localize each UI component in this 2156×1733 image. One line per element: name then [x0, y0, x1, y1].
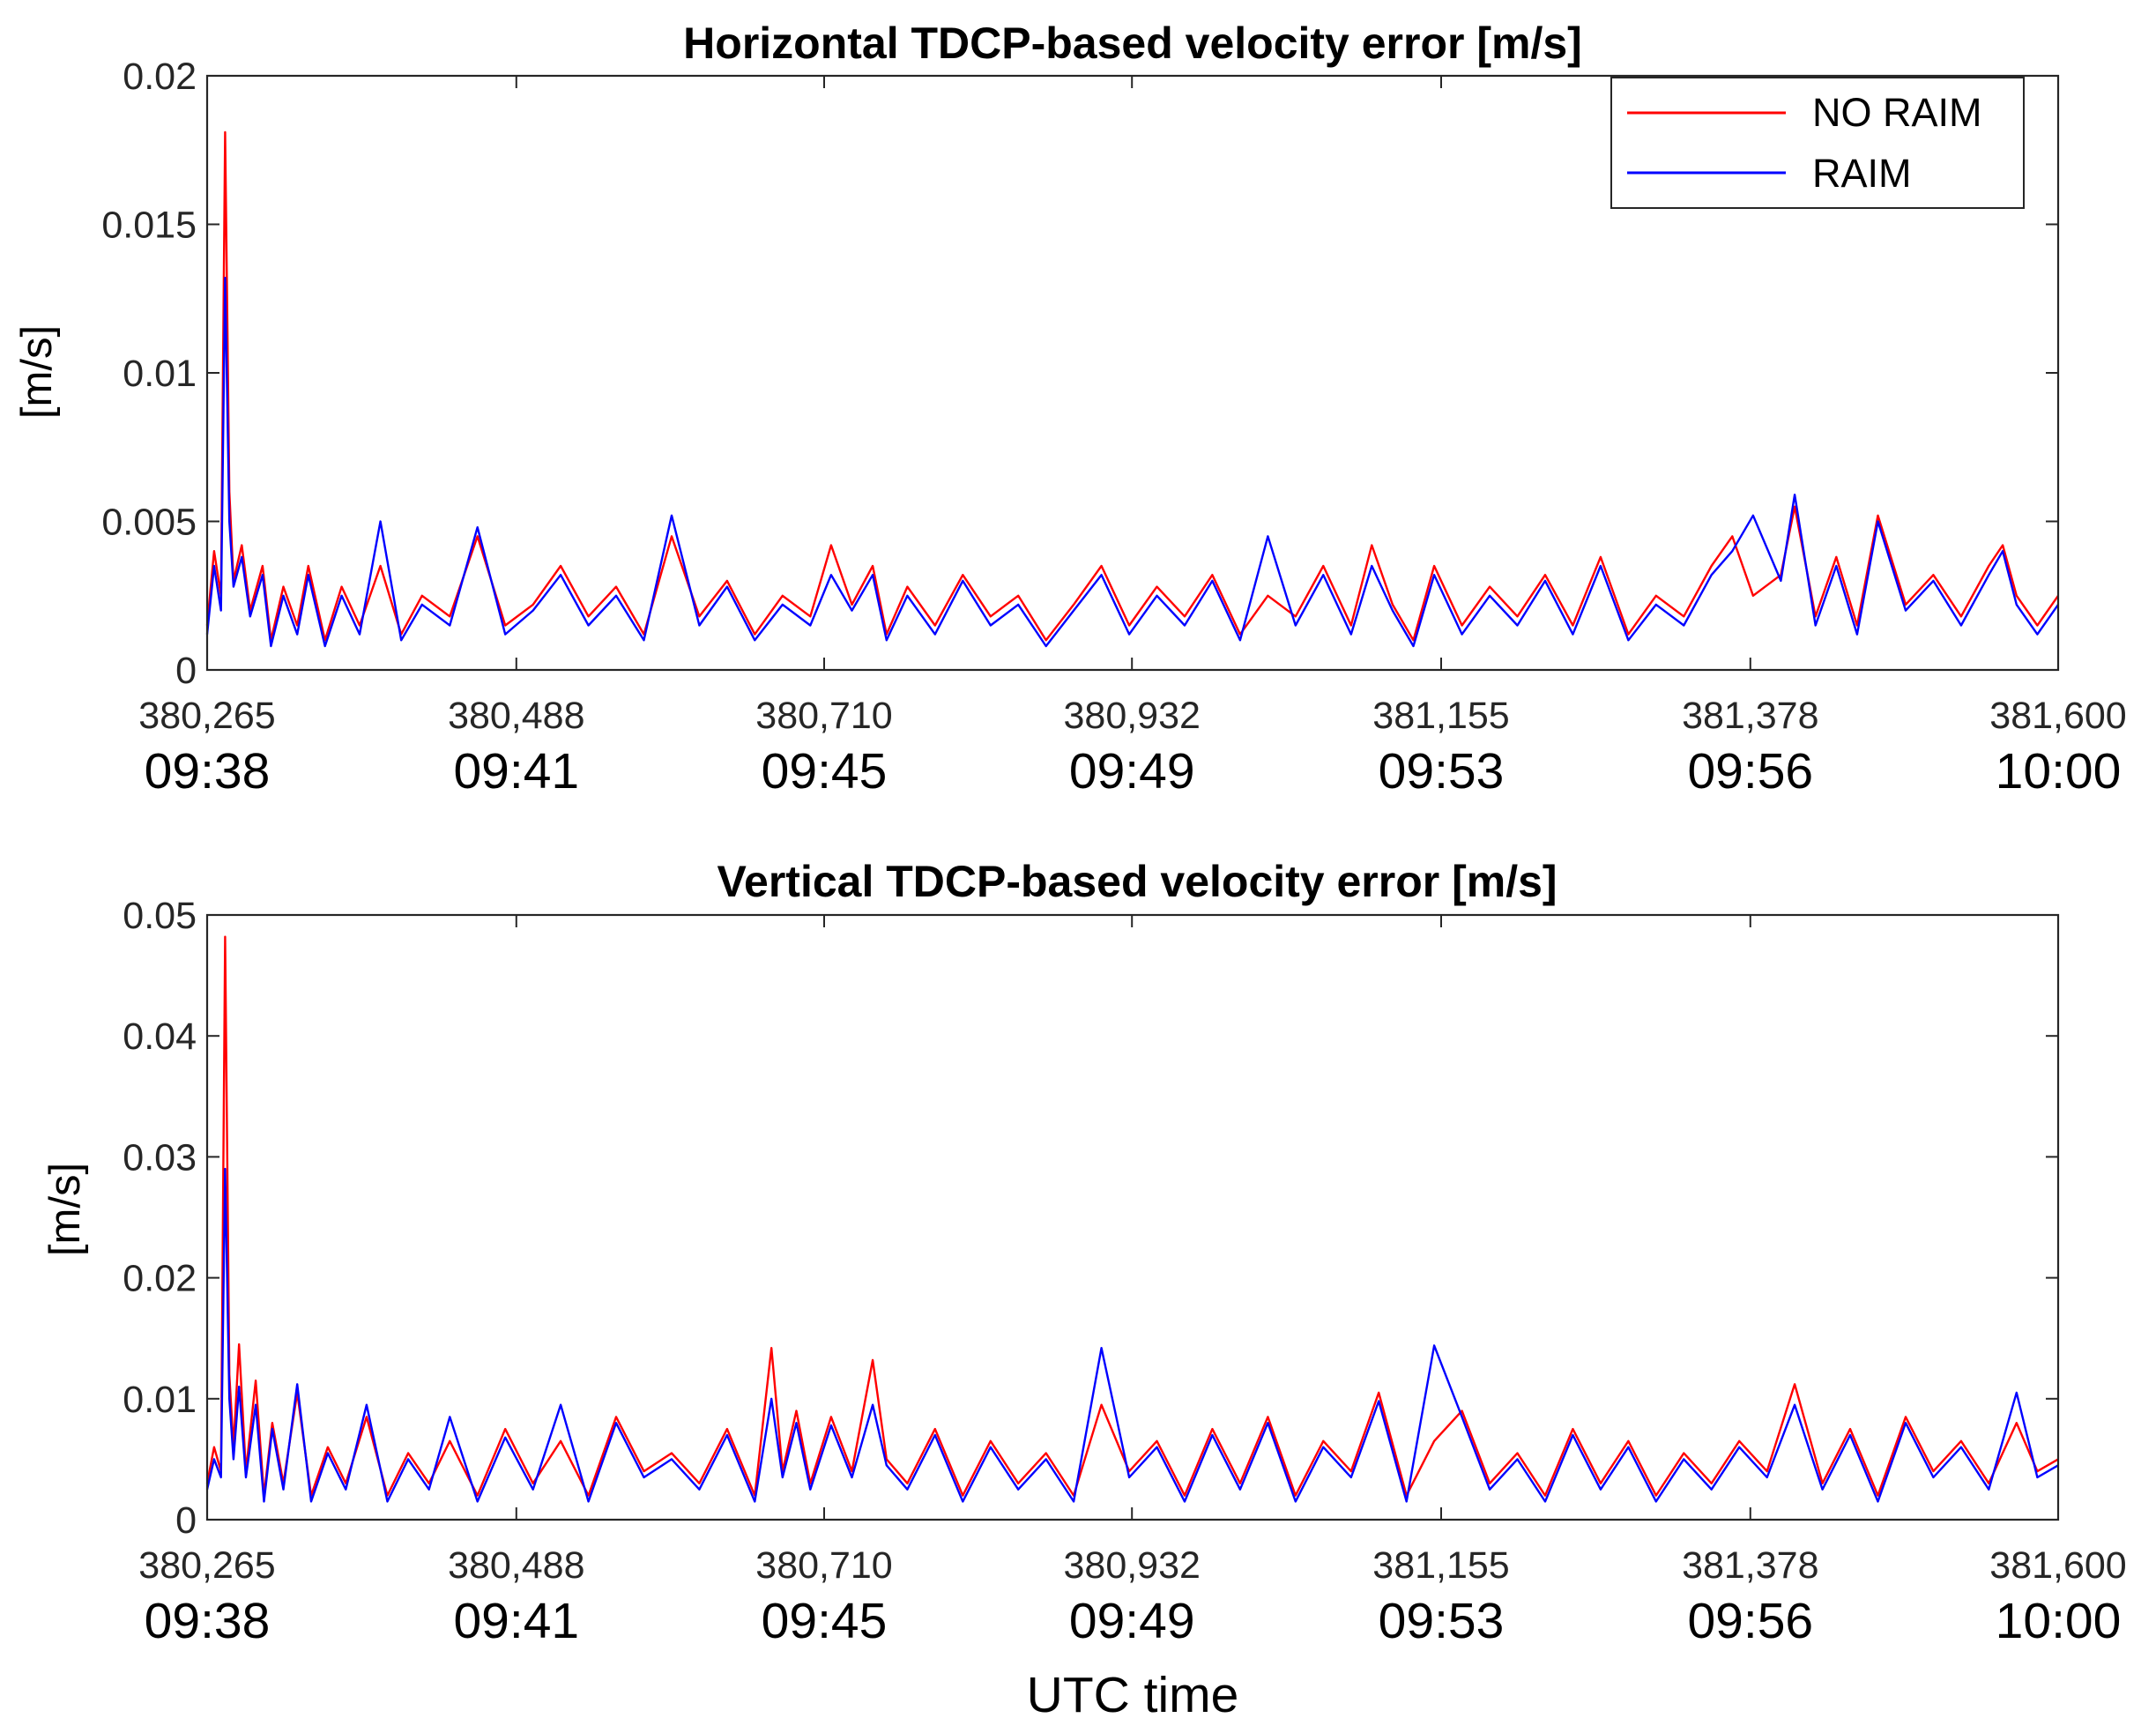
vertical-x-tick-utc-label: 10:00	[1996, 1593, 2122, 1649]
horizontal-x-tick-gps-label: 381,600	[1989, 695, 2126, 737]
legend-box	[1610, 77, 2025, 209]
horizontal-y-tick-label: 0.01	[123, 353, 197, 395]
vertical-series-no-raim	[205, 935, 2059, 1497]
vertical-y-tick-label: 0.05	[123, 895, 197, 937]
legend-raim-label: RAIM	[1812, 151, 1912, 196]
horizontal-y-ticks: 0 0.005 0.01 0.015 0.02	[101, 56, 2058, 692]
vertical-x-ticks: 380,265 09:38 380,488 09:41 380,710 09:45 380,…	[138, 915, 2127, 1649]
horizontal-x-tick-utc-label: 09:41	[453, 743, 579, 800]
vertical-x-tick-utc-label: 09:53	[1379, 1593, 1505, 1649]
vertical-y-tick-label: 0	[175, 1499, 197, 1542]
vertical-series-raim	[205, 1167, 2059, 1503]
horizontal-y-axis-label: [m/s]	[13, 325, 61, 419]
vertical-x-tick-gps-label: 381,378	[1682, 1544, 1818, 1587]
vertical-y-tick-label: 0.03	[123, 1136, 197, 1179]
x-axis-label: UTC time	[1027, 1667, 1239, 1723]
vertical-y-axis-label: [m/s]	[41, 1163, 89, 1256]
horizontal-x-tick-gps-label: 380,710	[755, 695, 892, 737]
vertical-y-tick-label: 0.04	[123, 1015, 197, 1058]
horizontal-y-tick-label: 0	[175, 650, 197, 692]
horizontal-x-ticks: 380,265 09:38 380,488 09:41 380,710 09:45 380,…	[138, 76, 2127, 800]
horizontal-x-tick-gps-label: 381,378	[1682, 695, 1818, 737]
vertical-axes-box	[205, 913, 2060, 1521]
vertical-x-tick-gps-label: 381,155	[1372, 1544, 1509, 1587]
vertical-x-tick-utc-label: 09:38	[145, 1593, 271, 1649]
legend-no-raim-label: NO RAIM	[1812, 90, 1982, 135]
vertical-error-panel: Vertical TDCP-based velocity error [m/s]…	[41, 857, 2127, 1723]
horizontal-x-tick-utc-label: 09:49	[1069, 743, 1195, 800]
horizontal-y-tick-label: 0.015	[101, 205, 197, 247]
vertical-x-tick-gps-label: 380,932	[1063, 1544, 1200, 1587]
horizontal-x-tick-gps-label: 381,155	[1372, 695, 1509, 737]
horizontal-axes-box	[205, 74, 2060, 672]
horizontal-x-tick-utc-label: 09:56	[1687, 743, 1813, 800]
horizontal-plot-area	[205, 130, 2059, 648]
horizontal-x-tick-utc-label: 09:53	[1379, 743, 1505, 800]
horizontal-x-tick-utc-label: 09:45	[762, 743, 888, 800]
horizontal-chart-title: Horizontal TDCP-based velocity error [m/…	[683, 19, 1582, 68]
vertical-x-tick-utc-label: 09:56	[1687, 1593, 1813, 1649]
vertical-plot-area	[205, 935, 2059, 1503]
vertical-x-tick-utc-label: 09:49	[1069, 1593, 1195, 1649]
horizontal-series-raim	[205, 277, 2059, 648]
horizontal-x-tick-gps-label: 380,265	[138, 695, 275, 737]
vertical-y-tick-label: 0.02	[123, 1258, 197, 1300]
vertical-x-tick-utc-label: 09:41	[453, 1593, 579, 1649]
vertical-x-tick-gps-label: 380,265	[138, 1544, 275, 1587]
vertical-x-tick-gps-label: 380,488	[448, 1544, 584, 1587]
vertical-y-tick-label: 0.01	[123, 1379, 197, 1421]
horizontal-series-no-raim	[205, 130, 2059, 642]
horizontal-error-panel: Horizontal TDCP-based velocity error [m/…	[13, 19, 2127, 800]
horizontal-x-tick-gps-label: 380,488	[448, 695, 584, 737]
vertical-chart-title: Vertical TDCP-based velocity error [m/s]	[717, 857, 1557, 906]
legend: NO RAIM RAIM	[1610, 77, 2025, 209]
horizontal-y-tick-label: 0.005	[101, 502, 197, 544]
vertical-x-tick-gps-label: 380,710	[755, 1544, 892, 1587]
horizontal-x-tick-utc-label: 10:00	[1996, 743, 2122, 800]
vertical-x-tick-gps-label: 381,600	[1989, 1544, 2126, 1587]
horizontal-x-tick-utc-label: 09:38	[145, 743, 271, 800]
horizontal-x-tick-gps-label: 380,932	[1063, 695, 1200, 737]
horizontal-y-tick-label: 0.02	[123, 56, 197, 98]
vertical-x-tick-utc-label: 09:45	[762, 1593, 888, 1649]
